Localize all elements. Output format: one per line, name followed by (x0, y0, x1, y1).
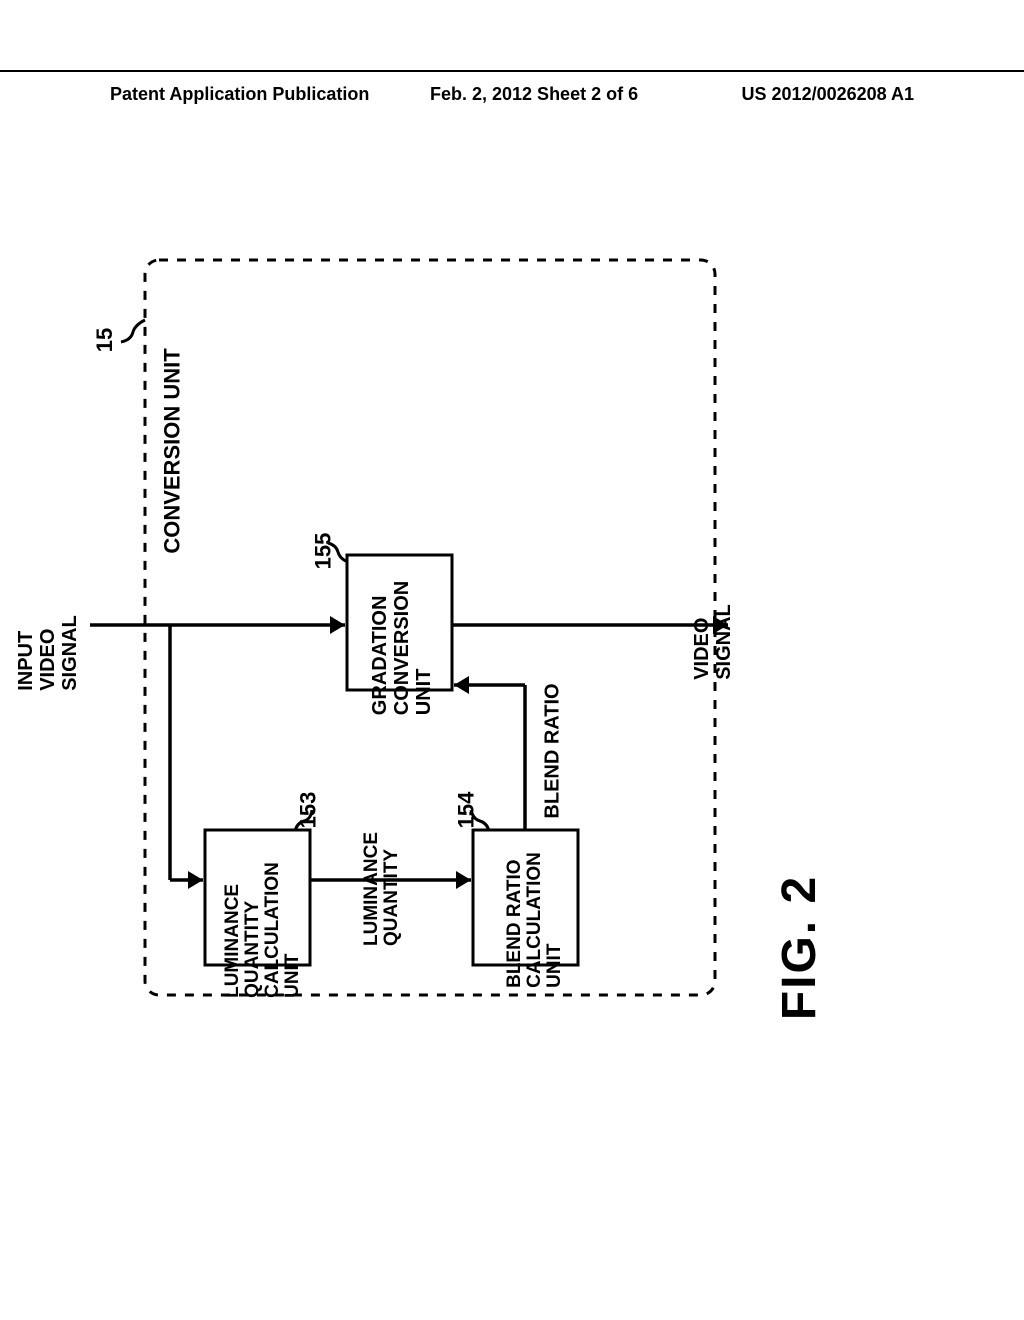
edge-blend-label: BLEND RATIO (542, 683, 564, 818)
ref-153: 153 (295, 792, 321, 829)
header-sheet-info: Feb. 2, 2012 Sheet 2 of 6 (430, 84, 638, 105)
block-154-label: BLEND RATIO CALCULATION UNIT (505, 852, 565, 988)
ref-154: 154 (453, 792, 479, 829)
ref-155: 155 (310, 533, 336, 570)
header-publication: Patent Application Publication (110, 84, 369, 105)
input-signal-label: INPUT VIDEO SIGNAL (15, 615, 81, 691)
ref-15: 15 (92, 328, 118, 352)
page-header: Patent Application Publication Feb. 2, 2… (0, 70, 1024, 84)
block-153-label: LUMINANCE QUANTITY CALCULATION UNIT (223, 862, 303, 998)
header-app-number: US 2012/0026208 A1 (742, 84, 914, 105)
container-title: CONVERSION UNIT (162, 348, 184, 553)
diagram-figure: 15 CONVERSION UNIT INPUT VIDEO SIGNAL VI… (35, 160, 735, 1090)
output-signal-label: VIDEO SIGNAL (691, 604, 735, 680)
edge-luminance-label: LUMINANCE QUANTITY (362, 832, 402, 946)
figure-number: FIG. 2 (772, 875, 827, 1020)
block-155-label: GRADATION CONVERSION UNIT (369, 581, 435, 715)
